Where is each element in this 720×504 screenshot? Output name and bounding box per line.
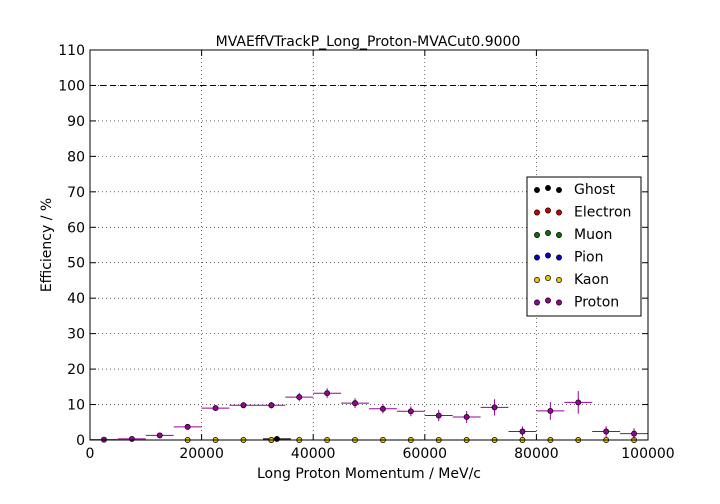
legend-marker xyxy=(556,254,562,261)
y-tick-label: 30 xyxy=(67,327,85,343)
legend: Ghost Electron Muon Pion Kaon Proton xyxy=(526,176,642,317)
x-tick-label: 40000 xyxy=(291,446,336,462)
data-point xyxy=(184,423,191,430)
axis-ticks: 0 20000 40000 60000 80000 100000 0 10 20 30 40 50 60… xyxy=(58,43,674,462)
y-tick-label: 70 xyxy=(67,185,85,201)
data-point xyxy=(575,399,582,406)
legend-marker xyxy=(545,297,551,304)
legend-marker xyxy=(556,277,562,283)
legend-label-proton: Proton xyxy=(574,295,619,311)
legend-marker xyxy=(556,187,562,193)
chart-title: MVAEffVTrackP_Long_Proton-MVACut0.9000 xyxy=(216,34,521,50)
y-axis-label: Efficiency / % xyxy=(39,198,55,292)
legend-item-kaon: Kaon xyxy=(534,272,609,288)
legend-marker xyxy=(556,232,562,238)
data-point xyxy=(268,402,275,409)
legend-label-muon: Muon xyxy=(574,227,612,243)
data-point xyxy=(273,435,280,442)
data-point xyxy=(156,432,163,439)
data-point xyxy=(212,405,219,412)
y-tick-label: 0 xyxy=(76,433,85,449)
legend-marker xyxy=(534,187,540,193)
data-point xyxy=(435,412,442,419)
plot-frame xyxy=(89,49,649,441)
legend-marker xyxy=(534,209,540,216)
data-point xyxy=(380,405,386,412)
data-point xyxy=(296,394,303,401)
y-tick-label: 10 xyxy=(67,398,85,414)
y-tick-label: 80 xyxy=(67,149,85,165)
x-tick-label: 60000 xyxy=(403,446,448,462)
legend-marker xyxy=(556,299,562,306)
legend-label-kaon: Kaon xyxy=(574,272,609,288)
legend-item-pion: Pion xyxy=(534,250,603,266)
legend-label-ghost: Ghost xyxy=(574,182,616,198)
data-points xyxy=(90,388,648,443)
data-point xyxy=(128,435,135,442)
y-tick-label: 40 xyxy=(67,291,85,307)
legend-item-ghost: Ghost xyxy=(534,182,616,198)
legend-marker xyxy=(545,275,551,281)
series-proton xyxy=(90,388,648,443)
x-tick-label: 100000 xyxy=(621,446,674,462)
data-point xyxy=(324,390,331,397)
x-tick-label: 20000 xyxy=(179,446,224,462)
data-point xyxy=(491,404,498,411)
y-tick-label: 50 xyxy=(67,256,85,272)
legend-box xyxy=(526,176,642,317)
legend-marker xyxy=(534,254,540,261)
legend-item-muon: Muon xyxy=(534,227,612,243)
data-point xyxy=(631,430,638,437)
legend-marker xyxy=(556,209,562,216)
y-tick-label: 20 xyxy=(67,362,85,378)
legend-marker xyxy=(534,232,540,238)
x-tick-label: 0 xyxy=(86,446,95,462)
data-point xyxy=(240,402,247,409)
x-axis-label: Long Proton Momentum / MeV/c xyxy=(257,466,481,482)
data-point xyxy=(547,407,554,414)
data-point xyxy=(352,400,358,407)
legend-item-proton: Proton xyxy=(534,295,619,311)
legend-marker xyxy=(545,207,551,214)
y-tick-label: 110 xyxy=(58,43,85,59)
legend-marker xyxy=(545,252,551,259)
data-point xyxy=(603,428,610,435)
legend-item-electron: Electron xyxy=(534,205,631,221)
legend-label-electron: Electron xyxy=(574,205,631,221)
data-point xyxy=(407,408,414,415)
x-tick-label: 80000 xyxy=(514,446,559,462)
legend-marker xyxy=(534,277,540,283)
legend-marker xyxy=(545,230,551,236)
data-point xyxy=(463,414,470,420)
data-point xyxy=(519,428,526,435)
y-tick-label: 100 xyxy=(58,78,85,94)
legend-marker xyxy=(534,299,540,306)
y-tick-label: 90 xyxy=(67,114,85,130)
legend-label-pion: Pion xyxy=(574,250,603,266)
legend-marker xyxy=(545,185,551,191)
y-tick-label: 60 xyxy=(67,220,85,236)
